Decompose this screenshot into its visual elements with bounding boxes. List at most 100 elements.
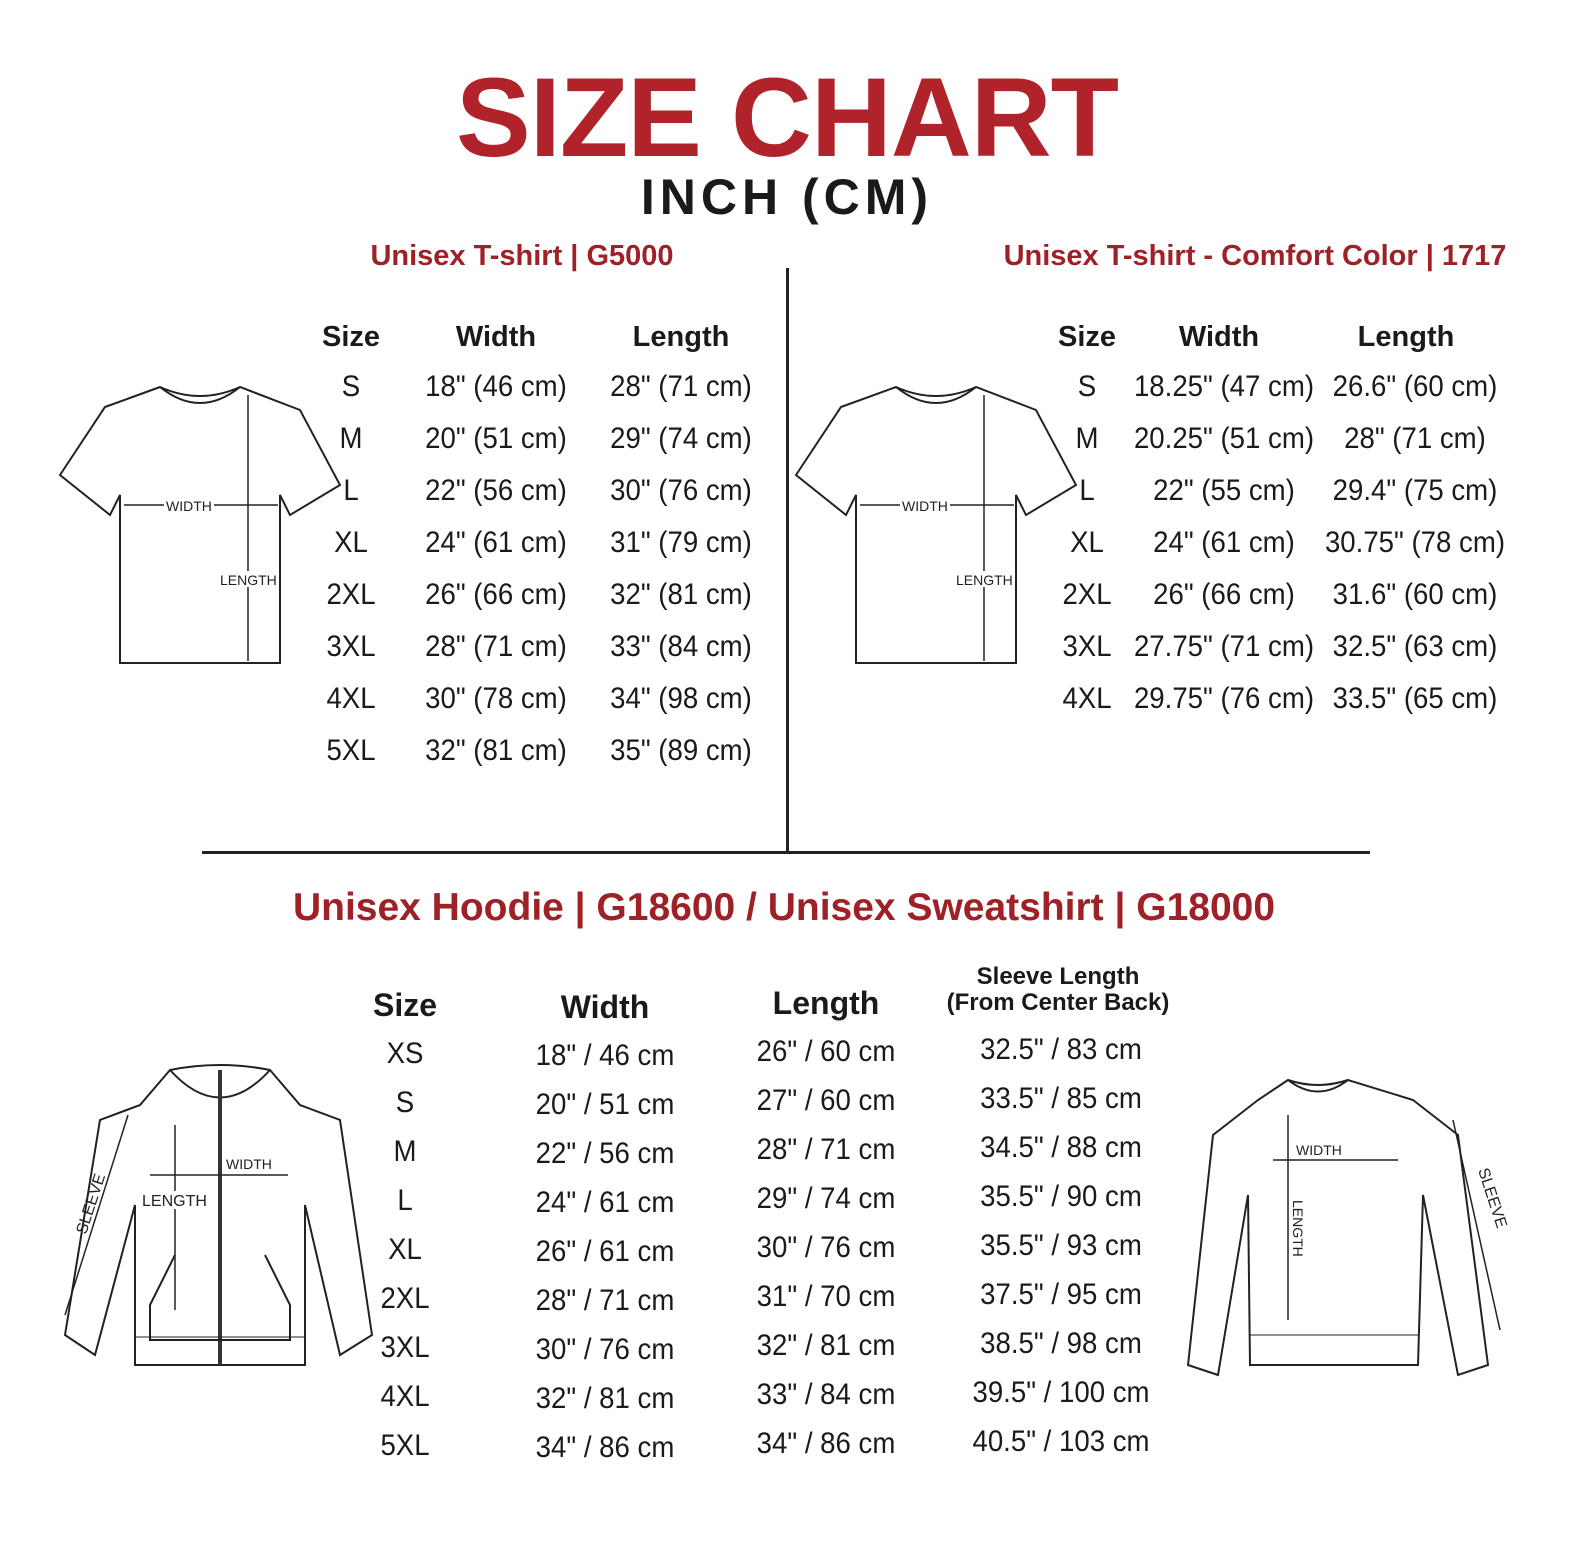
measurement-cell: 20" / 51 cm [535, 1088, 675, 1121]
unit-subtitle: INCH (CM) [640, 169, 934, 225]
width-label: WIDTH [1296, 1142, 1342, 1158]
measurement-cell: 34" / 86 cm [756, 1427, 896, 1460]
measurement-cell: 29.4" (75 cm) [1332, 474, 1498, 507]
measurement-cell: 32" (81 cm) [425, 734, 567, 767]
header-sleeve-length-line2: (From Center Back) [946, 989, 1170, 1017]
measurement-cell: 32" / 81 cm [535, 1382, 675, 1415]
sweatshirt-illustration: WIDTH LENGTH SLEEVE [1186, 1078, 1510, 1377]
header-width: Width [455, 321, 537, 353]
measurement-cell: 30" (76 cm) [610, 474, 752, 507]
measurement-cell: 28" (71 cm) [1344, 422, 1486, 455]
header-sleeve-length-line1: Sleeve Length [976, 963, 1140, 990]
size-cell: 3XL [1062, 630, 1112, 663]
size-cell: M [339, 422, 363, 455]
width-label: WIDTH [902, 498, 948, 514]
length-label: LENGTH [956, 572, 1013, 588]
header-sleeve-length: Sleeve Length (From Center Back) [946, 963, 1170, 1017]
measurement-cell: 26" (66 cm) [1153, 578, 1295, 611]
header-length: Length [1357, 321, 1455, 353]
size-cell: XL [388, 1233, 422, 1266]
size-cell: 2XL [1062, 578, 1112, 611]
tshirt-illustration: WIDTH LENGTH [58, 385, 342, 664]
measurement-cell: 32" (81 cm) [610, 578, 752, 611]
measurement-cell: 29" (74 cm) [610, 422, 752, 455]
size-cell: 4XL [380, 1380, 430, 1413]
measurement-cell: 26" / 60 cm [756, 1035, 896, 1068]
measurement-cell: 27.75" (71 cm) [1133, 630, 1315, 663]
measurement-cell: 32" / 81 cm [756, 1329, 896, 1362]
measurement-cell: 39.5" / 100 cm [972, 1376, 1150, 1409]
measurement-cell: 30" (78 cm) [425, 682, 567, 715]
measurement-cell: 18" / 46 cm [535, 1039, 675, 1072]
size-cell: L [397, 1184, 413, 1217]
measurement-cell: 30" / 76 cm [535, 1333, 675, 1366]
vertical-divider [786, 268, 789, 853]
hoodie-illustration: WIDTH LENGTH SLEEVE [63, 1064, 374, 1366]
measurement-cell: 30" / 76 cm [756, 1231, 896, 1264]
measurement-cell: 33.5" / 85 cm [980, 1082, 1142, 1115]
header-width: Width [560, 989, 650, 1025]
measurement-cell: 24" (61 cm) [425, 526, 567, 559]
measurement-cell: 22" / 56 cm [535, 1137, 675, 1170]
page-title: SIZE CHART [456, 55, 1119, 180]
measurement-cell: 33.5" (65 cm) [1332, 682, 1498, 715]
measurement-cell: 34" / 86 cm [535, 1431, 675, 1464]
horizontal-divider [202, 851, 1370, 854]
measurement-cell: 31.6" (60 cm) [1332, 578, 1498, 611]
size-cell: S [341, 370, 361, 403]
size-cell: 4XL [326, 682, 376, 715]
length-label: LENGTH [220, 572, 277, 588]
size-cell: L [343, 474, 359, 507]
sleeve-label: SLEEVE [74, 1172, 109, 1236]
measurement-cell: 40.5" / 103 cm [972, 1425, 1150, 1458]
header-length: Length [772, 985, 880, 1021]
measurement-cell: 27" / 60 cm [756, 1084, 896, 1117]
measurement-cell: 22" (56 cm) [425, 474, 567, 507]
width-label: WIDTH [166, 498, 212, 514]
size-cell: 3XL [326, 630, 376, 663]
measurement-cell: 38.5" / 98 cm [980, 1327, 1142, 1360]
measurement-cell: 28" (71 cm) [610, 370, 752, 403]
size-cell: 3XL [380, 1331, 430, 1364]
section-title-g5000: Unisex T-shirt | G5000 [370, 240, 674, 272]
measurement-cell: 35.5" / 93 cm [980, 1229, 1142, 1262]
measurement-cell: 34.5" / 88 cm [980, 1131, 1142, 1164]
measurement-cell: 33" (84 cm) [610, 630, 752, 663]
measurement-cell: 32.5" (63 cm) [1332, 630, 1498, 663]
size-cell: M [1075, 422, 1099, 455]
measurement-cell: 26.6" (60 cm) [1332, 370, 1498, 403]
size-cell: M [393, 1135, 417, 1168]
measurement-cell: 24" / 61 cm [535, 1186, 675, 1219]
measurement-cell: 26" (66 cm) [425, 578, 567, 611]
measurement-cell: 18" (46 cm) [425, 370, 567, 403]
header-width: Width [1178, 321, 1260, 353]
size-cell: XL [334, 526, 368, 559]
section-title-hoodie-sweatshirt: Unisex Hoodie | G18600 / Unisex Sweatshi… [292, 886, 1276, 929]
measurement-cell: 26" / 61 cm [535, 1235, 675, 1268]
header-size: Size [372, 987, 438, 1023]
size-cell: S [1077, 370, 1097, 403]
measurement-cell: 22" (55 cm) [1153, 474, 1295, 507]
measurement-cell: 24" (61 cm) [1153, 526, 1295, 559]
measurement-cell: 29" / 74 cm [756, 1182, 896, 1215]
tshirt-illustration: WIDTH LENGTH [794, 385, 1078, 664]
measurement-cell: 37.5" / 95 cm [980, 1278, 1142, 1311]
measurement-cell: 20" (51 cm) [425, 422, 567, 455]
measurement-cell: 33" / 84 cm [756, 1378, 896, 1411]
sleeve-label: SLEEVE [1474, 1166, 1509, 1230]
measurement-cell: 31" (79 cm) [610, 526, 752, 559]
header-length: Length [632, 321, 730, 353]
measurement-cell: 30.75" (78 cm) [1324, 526, 1506, 559]
width-label: WIDTH [226, 1156, 272, 1172]
header-size: Size [321, 321, 381, 353]
size-cell: XL [1070, 526, 1104, 559]
size-cell: 4XL [1062, 682, 1112, 715]
section-title-1717: Unisex T-shirt - Comfort Color | 1717 [1003, 240, 1507, 272]
size-cell: 2XL [326, 578, 376, 611]
measurement-cell: 20.25" (51 cm) [1133, 422, 1315, 455]
measurement-cell: 35.5" / 90 cm [980, 1180, 1142, 1213]
measurement-cell: 28" / 71 cm [756, 1133, 896, 1166]
size-cell: 5XL [326, 734, 376, 767]
measurement-cell: 34" (98 cm) [610, 682, 752, 715]
measurement-cell: 35" (89 cm) [610, 734, 752, 767]
